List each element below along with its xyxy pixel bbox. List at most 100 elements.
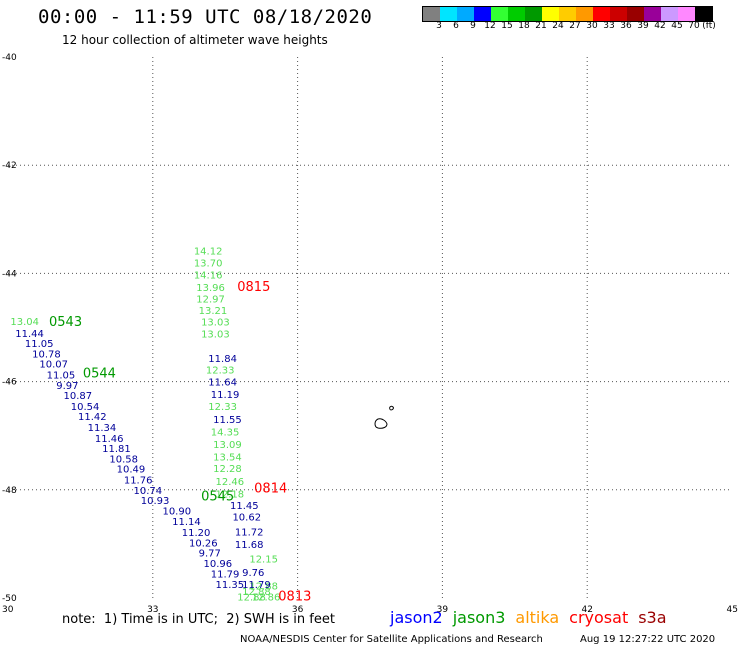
satellite-cryosat: cryosat [569, 608, 629, 627]
pass-time-label: 0543 [49, 315, 82, 330]
satellite-altika: altika [515, 608, 560, 627]
swh-value-jason3: 14.16 [194, 270, 223, 281]
color-swatch [491, 7, 508, 21]
color-scale [422, 6, 713, 22]
color-scale-label: 42 [654, 21, 666, 31]
swh-value-jason2: 11.79 [211, 570, 240, 581]
swh-value-jason2: 9.77 [199, 549, 221, 560]
color-swatch [474, 7, 491, 21]
footer-note: note: 1) Time is in UTC; 2) SWH is in fe… [62, 612, 335, 627]
swh-value-jason3: 12.86 [252, 592, 281, 603]
x-tick-label: 30 [2, 605, 14, 615]
swh-value-jason3: 13.54 [213, 452, 242, 463]
satellite-legend: jason2 jason3 altika cryosat s3a [390, 608, 677, 627]
swh-value-jason3: 12.33 [206, 366, 235, 377]
swh-value-jason2: 10.07 [39, 360, 68, 371]
swh-value-jason2: 11.79 [242, 580, 271, 591]
credit-line: NOAA/NESDIS Center for Satellite Applica… [240, 634, 543, 645]
swh-value-jason2: 11.84 [208, 354, 237, 365]
x-tick-label: 42 [581, 605, 592, 615]
color-swatch [457, 7, 474, 21]
swh-value-jason3: 13.70 [194, 259, 223, 270]
swh-value-jason3: 12.15 [249, 555, 278, 566]
color-scale-label: 27 [569, 21, 581, 31]
swh-value-jason2: 9.76 [242, 568, 264, 579]
swh-value-jason2: 9.97 [56, 381, 78, 392]
color-scale-label: 9 [470, 21, 476, 31]
page-subtitle: 12 hour collection of altimeter wave hei… [62, 33, 328, 47]
swh-value-jason2: 11.14 [172, 517, 201, 528]
color-scale-label: 3 [436, 21, 442, 31]
swh-value-jason3: 14.12 [194, 247, 223, 258]
swh-value-jason2: 10.78 [32, 349, 61, 360]
color-scale-label: 36 [620, 21, 632, 31]
swh-value-jason2: 11.35 [216, 580, 245, 591]
color-swatch [661, 7, 678, 21]
color-swatch [559, 7, 576, 21]
pass-time-label: 0544 [83, 366, 116, 381]
swh-value-jason2: 10.74 [133, 486, 162, 497]
swh-value-jason3: 12.18 [216, 490, 245, 501]
y-tick-label: -46 [2, 378, 17, 388]
swh-value-jason2: 11.55 [213, 415, 242, 426]
swh-value-jason2: 10.49 [117, 465, 146, 476]
swh-value-jason2: 11.81 [102, 444, 131, 455]
data-labels: 13.0414.1213.7014.1613.9612.9713.2113.03… [10, 247, 311, 605]
y-tick-label: -44 [2, 269, 17, 279]
swh-value-jason3: 13.04 [10, 317, 39, 328]
swh-value-jason3: 14.35 [211, 427, 240, 438]
pass-time-label: 0545 [201, 489, 234, 504]
swh-value-jason2: 11.68 [235, 540, 264, 551]
swh-value-jason2: 11.05 [47, 371, 76, 382]
color-scale-label: 6 [453, 21, 459, 31]
swh-value-jason3: 12.88 [237, 592, 266, 603]
color-swatch [644, 7, 661, 21]
swh-value-jason2: 10.90 [162, 506, 191, 517]
color-scale-label: 15 [501, 21, 513, 31]
color-scale-label: 33 [603, 21, 615, 31]
swh-value-jason3: 13.03 [201, 318, 230, 329]
swh-value-jason2: 11.64 [208, 378, 237, 389]
swh-value-jason3: 12.88 [242, 587, 271, 598]
swh-value-jason2: 11.34 [88, 423, 117, 434]
swh-value-jason2: 11.46 [95, 434, 124, 445]
color-scale-label: 30 [586, 21, 598, 31]
color-swatch [678, 7, 695, 21]
pass-time-label: 0813 [278, 589, 311, 604]
y-tick-label: -48 [2, 486, 17, 496]
satellite-jason3: jason3 [452, 608, 506, 627]
swh-value-jason3: 13.09 [213, 440, 242, 451]
swh-value-jason3: 12.33 [208, 402, 237, 413]
swh-value-jason2: 11.72 [235, 527, 264, 538]
swh-value-jason2: 10.96 [203, 559, 232, 570]
color-scale-label: 45 [671, 21, 683, 31]
swh-value-jason3: 12.46 [216, 477, 245, 488]
color-scale-label: 21 [535, 21, 547, 31]
color-scale-label: 12 [484, 21, 496, 31]
color-swatch [593, 7, 610, 21]
color-scale-labels: 3 6 9 12 15 18 21 24 27 30 33 36 39 42 45 70 (ft) [422, 21, 740, 33]
swh-value-jason2: 10.87 [64, 391, 93, 402]
color-scale-label: 70 [688, 21, 700, 31]
color-scale-label: (ft) [702, 21, 716, 31]
color-swatch [695, 7, 712, 21]
color-swatch [423, 7, 440, 21]
pass-time-label: 0815 [237, 280, 270, 295]
swh-value-jason2: 11.44 [15, 329, 44, 340]
swh-value-jason2: 10.93 [141, 496, 170, 507]
color-scale-label: 39 [637, 21, 649, 31]
swh-value-jason3: 12.88 [249, 582, 278, 593]
color-swatch [627, 7, 644, 21]
axes: 30 33 36 39 42 45 -40 -42 -44 -46 -48 -50 [2, 53, 738, 615]
page-title: 00:00 - 11:59 UTC 08/18/2020 [38, 6, 373, 28]
x-tick-label: 45 [727, 605, 738, 615]
x-tick-label: 33 [147, 605, 158, 615]
y-tick-label: -50 [2, 594, 17, 604]
satellite-s3a: s3a [638, 608, 667, 627]
generated-timestamp: Aug 19 12:27:22 UTC 2020 [580, 634, 716, 645]
pass-time-label: 0814 [254, 482, 287, 497]
color-swatch [576, 7, 593, 21]
swh-value-jason2: 11.45 [230, 501, 259, 512]
grid-lines [8, 57, 732, 598]
